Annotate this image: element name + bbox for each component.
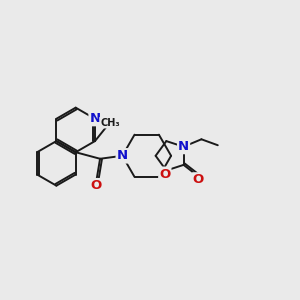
Text: N: N [89, 112, 100, 125]
Text: N: N [178, 140, 189, 153]
Text: N: N [117, 149, 128, 162]
Text: O: O [91, 179, 102, 192]
Text: O: O [159, 168, 170, 181]
Text: N: N [117, 149, 128, 162]
Text: CH₃: CH₃ [100, 118, 120, 128]
Text: O: O [193, 173, 204, 186]
